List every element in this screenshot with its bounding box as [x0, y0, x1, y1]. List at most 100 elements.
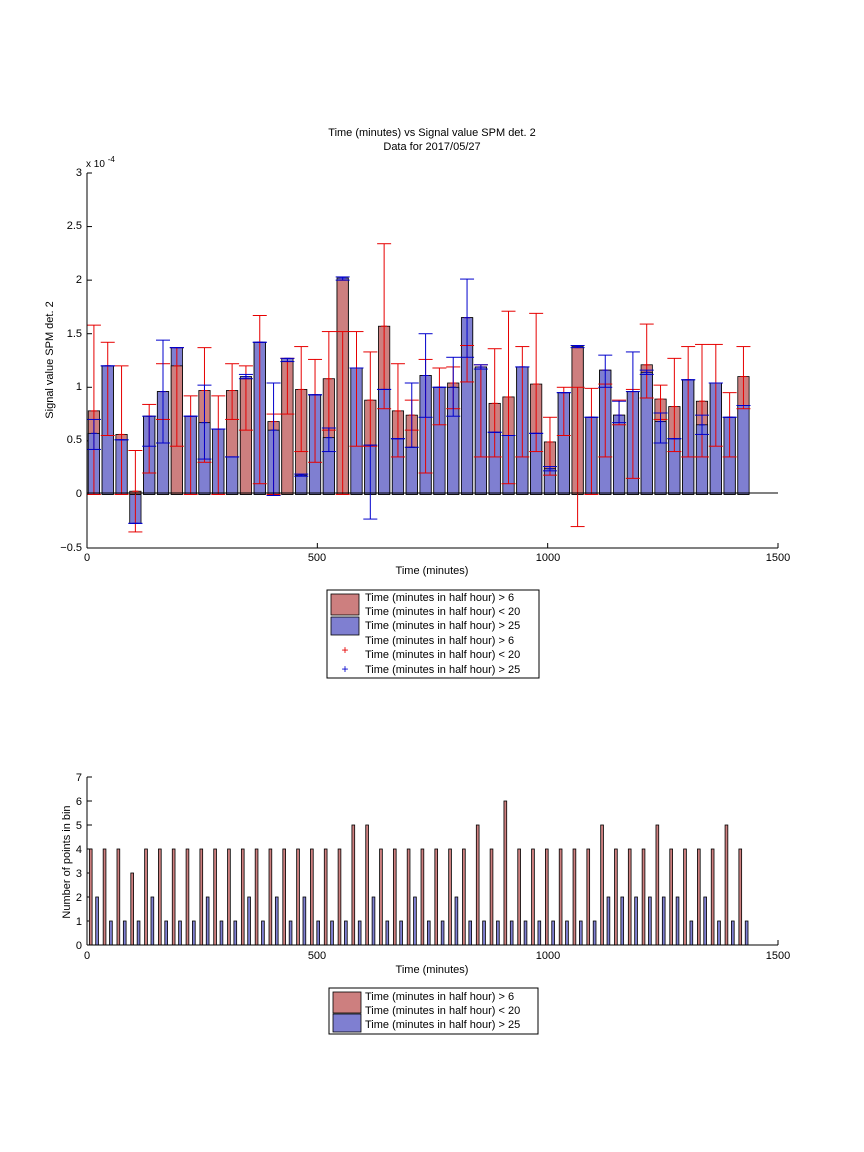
chart2-bar-blue — [703, 896, 707, 946]
chart2-bar-blue — [109, 920, 113, 946]
chart2-y-tick-label: 3 — [76, 868, 82, 880]
chart2-bar-red — [697, 848, 701, 946]
chart2-bar-blue — [178, 920, 182, 946]
chart2-bars — [88, 800, 749, 946]
chart2-bar-red — [655, 824, 660, 946]
count-chart: 0 1 2 3 4 5 6 7 0 500 1000 1500 Time (mi… — [61, 772, 790, 1035]
chart2-bar-red — [392, 848, 397, 946]
chart2-bar-blue — [468, 920, 473, 946]
chart2-bar-red — [185, 848, 190, 946]
chart2-bar-red — [158, 848, 162, 946]
chart2-bar-blue — [371, 896, 376, 946]
chart2-bar-red — [489, 848, 494, 946]
legend-label: Time (minutes in half hour) < 20 — [365, 606, 520, 618]
chart1-y-tick-label: 1.5 — [67, 328, 82, 340]
legend-plus-blue-icon: + — [341, 662, 348, 676]
legend-label: Time (minutes in half hour) > 25 — [365, 620, 520, 632]
chart2-bar-red — [240, 848, 245, 946]
chart2-bar-red — [130, 872, 134, 946]
chart2-bar-red — [627, 848, 632, 946]
chart2-bar-blue — [675, 896, 680, 946]
chart2-bar-blue — [316, 920, 320, 946]
legend-label: Time (minutes in half hour) > 6 — [365, 991, 514, 1003]
chart2-bar-blue — [261, 920, 265, 946]
chart2-x-tick-label: 0 — [84, 950, 90, 962]
chart2-bar-red — [310, 848, 314, 946]
chart2-bar-blue — [330, 920, 334, 946]
chart1-x-tick-label: 500 — [308, 552, 326, 564]
chart2-bar-red — [406, 848, 411, 946]
chart2-bar-red — [558, 848, 563, 946]
chart1-y-axis-label: Signal value SPM det. 2 — [44, 301, 56, 418]
chart2-y-axis-label: Number of points in bin — [61, 805, 73, 918]
chart2-bar-blue — [440, 920, 445, 946]
chart2-bar-red — [420, 848, 425, 946]
chart2-bar-red — [448, 848, 452, 946]
chart2-bar-blue — [136, 920, 141, 946]
chart2-bar-red — [351, 824, 356, 946]
chart2-bar-red — [88, 848, 93, 946]
chart1-bars — [87, 277, 750, 524]
chart2-bar-red — [586, 848, 591, 946]
chart2-bar-blue — [496, 920, 500, 946]
chart1-legend: + + Time (minutes in half hour) > 6 Time… — [326, 589, 540, 679]
legend-swatch-blue — [332, 1013, 362, 1033]
chart2-bar-blue — [634, 896, 638, 946]
chart2-bar-red — [517, 848, 521, 946]
chart2-bar-red — [268, 848, 273, 946]
chart2-bar-blue — [192, 920, 196, 946]
chart2-bar-blue — [717, 920, 721, 946]
chart2-bar-blue — [579, 920, 583, 946]
chart2-bar-blue — [219, 920, 224, 946]
chart2-bar-blue — [247, 896, 251, 946]
chart2-bar-blue — [399, 920, 403, 946]
chart1-title: Time (minutes) vs Signal value SPM det. … — [328, 127, 535, 139]
chart1-y-tick-label: 0 — [76, 488, 82, 500]
chart1-x-tick-label: 1500 — [766, 552, 790, 564]
chart2-bar-blue — [426, 920, 431, 946]
legend-swatch-red — [332, 991, 362, 1014]
chart1-y-tick-label: 2.5 — [67, 220, 82, 232]
chart2-bar-blue — [509, 920, 514, 946]
legend-label: Time (minutes in half hour) > 25 — [365, 1019, 520, 1031]
chart2-bar-red — [710, 848, 715, 946]
chart2-bar-blue — [150, 896, 155, 946]
chart2-bar-blue — [454, 896, 459, 946]
chart2-y-tick-label: 4 — [76, 844, 82, 856]
chart2-bar-red — [669, 848, 673, 946]
chart2-bar-red — [641, 848, 646, 946]
chart2-x-axis-label: Time (minutes) — [396, 964, 469, 976]
chart2-bar-red — [572, 848, 577, 946]
legend-swatch-red — [330, 593, 360, 616]
chart2-bar-red — [213, 848, 217, 946]
chart2-bar-blue — [744, 920, 749, 946]
chart2-bar-red — [144, 848, 148, 946]
chart2-bar-red — [379, 848, 383, 946]
chart2-bar-red — [365, 824, 369, 946]
chart2-y-tick-label: 6 — [76, 796, 82, 808]
chart2-bar-red — [102, 848, 107, 946]
chart2-y-tick-label: 1 — [76, 916, 82, 928]
chart2-bar-blue — [606, 896, 611, 946]
chart1-y-tick-label: 0.5 — [67, 434, 82, 446]
chart2-bar-blue — [357, 920, 362, 946]
chart2-bar-blue — [288, 920, 293, 946]
chart2-bar-red — [531, 848, 535, 946]
chart2-bar-blue — [620, 896, 625, 946]
chart2-bar-red — [227, 848, 231, 946]
legend-plus-red-icon: + — [341, 643, 348, 657]
chart2-bar-blue — [164, 920, 168, 946]
chart1-y-tick-label: 3 — [76, 167, 82, 179]
chart2-bar-red — [282, 848, 286, 946]
chart2-y-tick-label: 7 — [76, 772, 82, 784]
chart2-bar-red — [434, 848, 439, 946]
chart2-bar-blue — [661, 896, 666, 946]
chart2-bar-blue — [233, 920, 238, 946]
chart2-bar-blue — [122, 920, 127, 946]
legend-label: Time (minutes in half hour) > 6 — [365, 592, 514, 604]
chart1-bar-blue — [613, 414, 626, 495]
chart2-bar-blue — [551, 920, 555, 946]
chart2-bar-blue — [565, 920, 569, 946]
chart2-bar-blue — [537, 920, 542, 946]
